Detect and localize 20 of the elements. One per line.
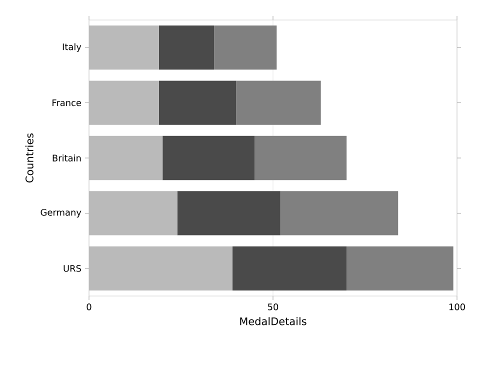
y-tick-label: Italy xyxy=(62,43,82,52)
bar xyxy=(214,26,277,70)
bar xyxy=(232,246,347,290)
bar xyxy=(346,246,454,290)
x-axis-title: MedalDetails xyxy=(240,317,306,326)
y-tick-label: URS xyxy=(64,265,81,272)
x-tick-label: 50 xyxy=(268,304,278,310)
y-axis-title: Countries xyxy=(25,133,34,182)
bar xyxy=(158,80,236,125)
bar xyxy=(177,191,280,236)
y-tick-label: Germany xyxy=(40,208,82,218)
bar xyxy=(162,136,255,180)
y-tick-label: Britain xyxy=(52,154,81,162)
x-tick-label: 100 xyxy=(449,304,465,310)
bar xyxy=(280,191,398,236)
bar xyxy=(158,26,214,70)
bar xyxy=(254,136,347,180)
y-tick-label: France xyxy=(52,99,82,106)
x-tick-label: 0 xyxy=(86,304,92,310)
bar xyxy=(236,80,321,125)
